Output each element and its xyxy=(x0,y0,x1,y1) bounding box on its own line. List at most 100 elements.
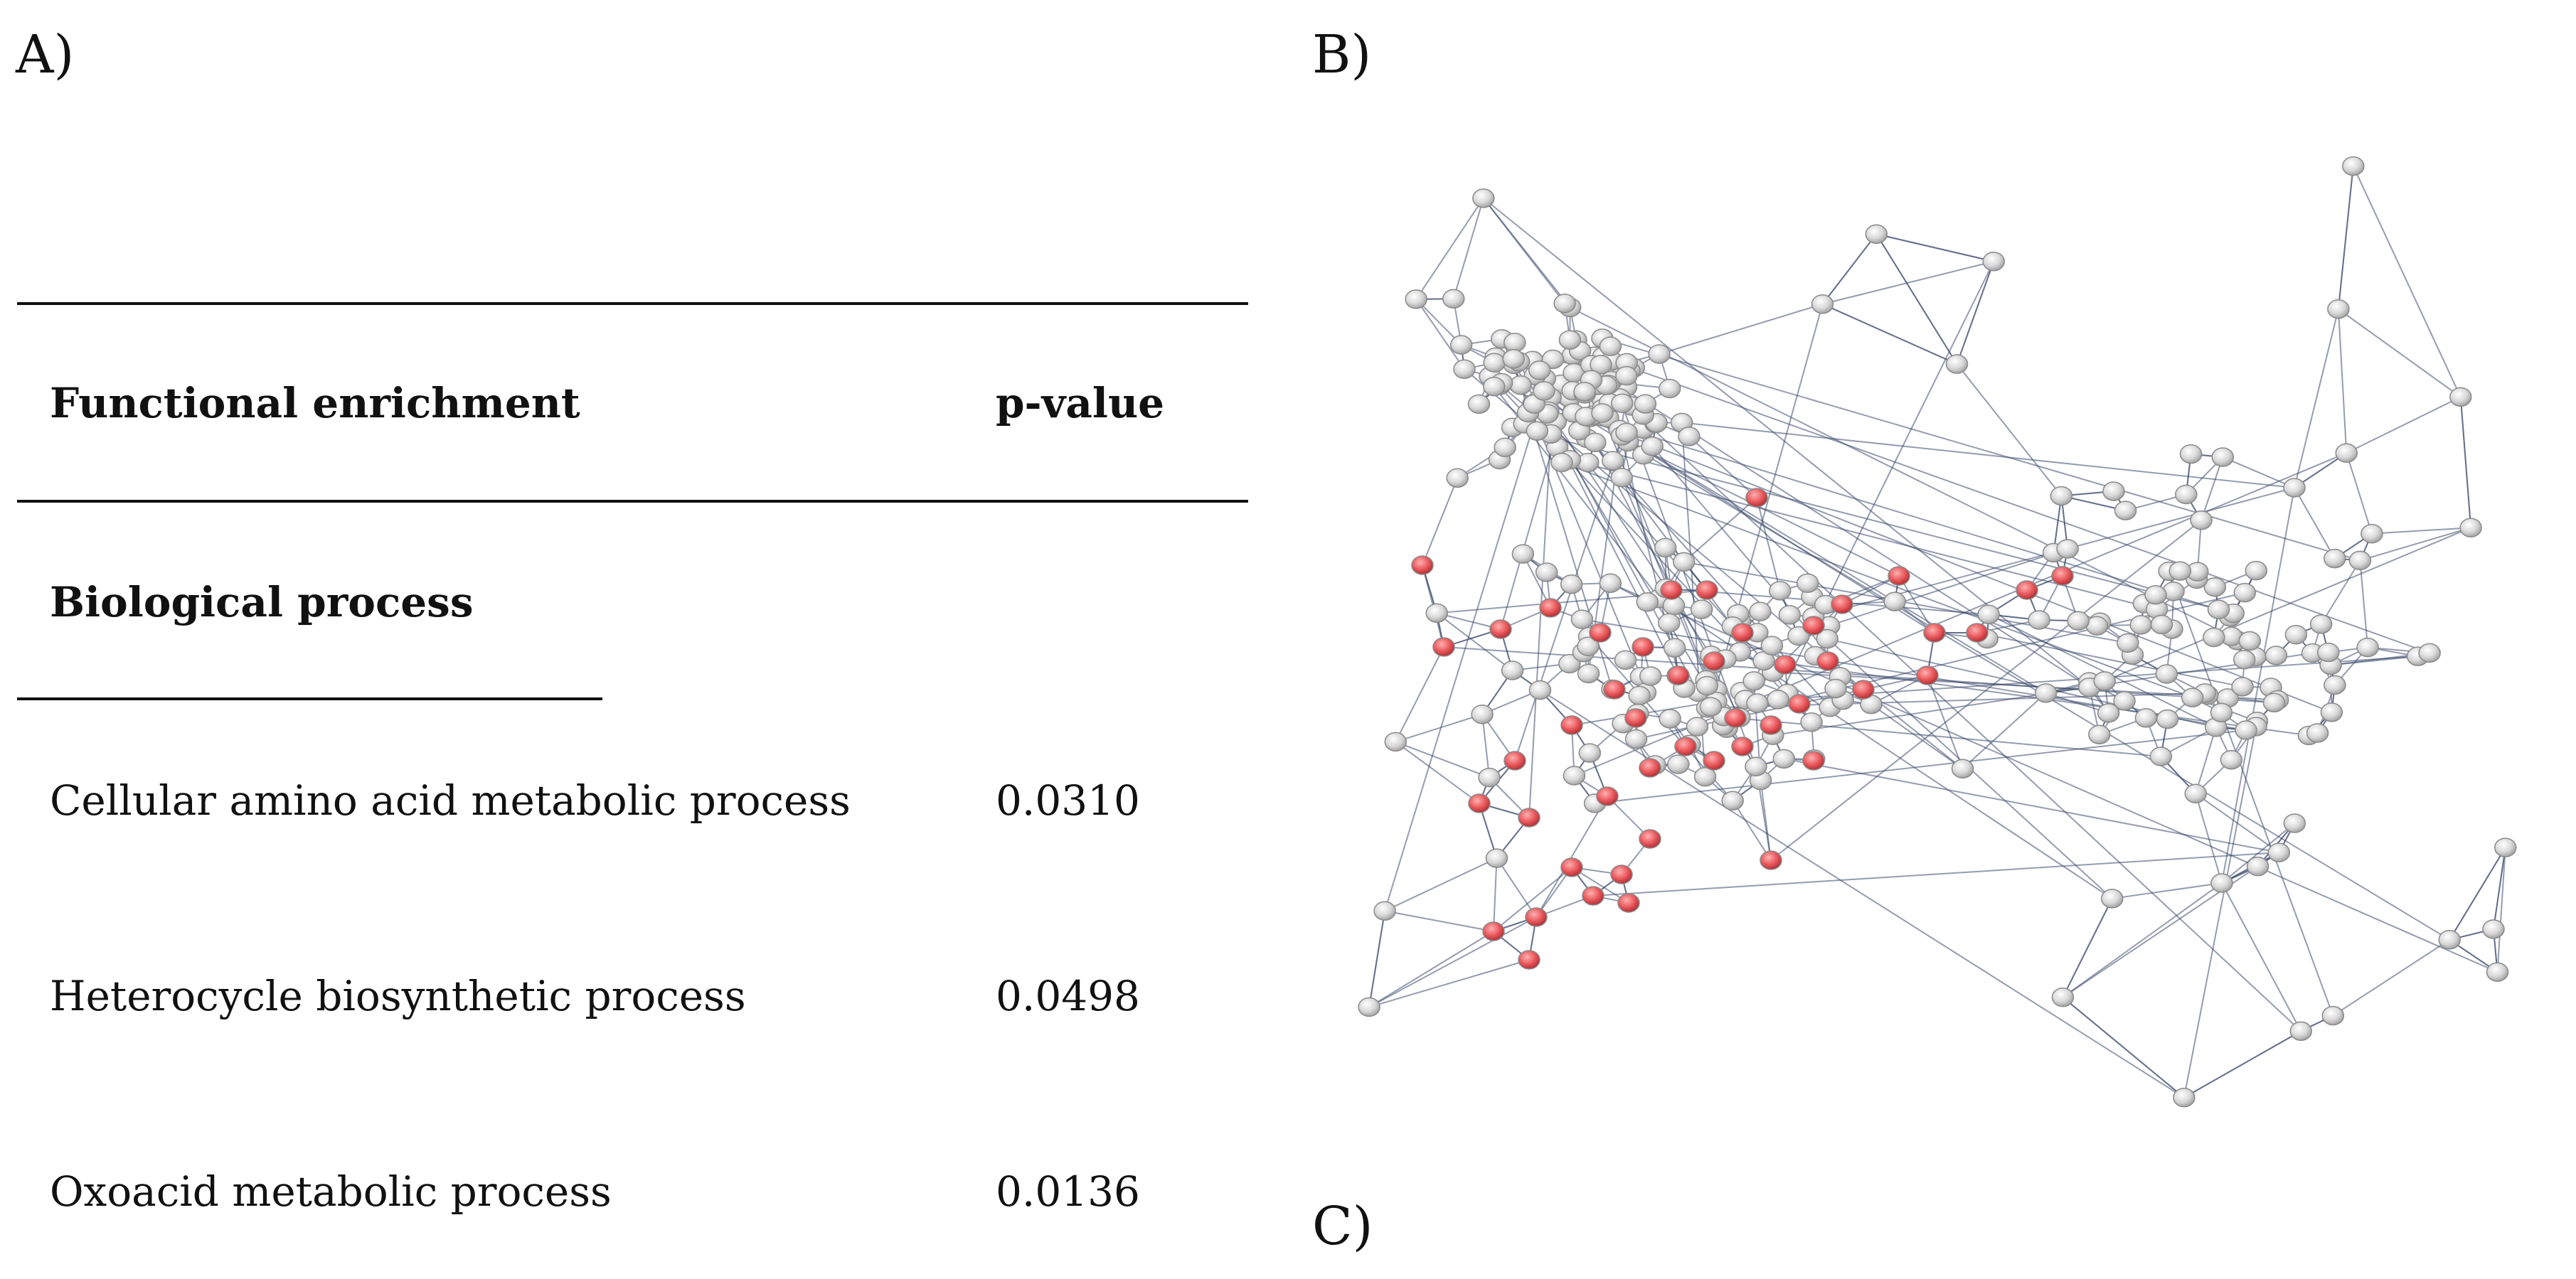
network-edge xyxy=(1611,360,2430,654)
network-node xyxy=(2149,746,2173,766)
network-node-highlighted xyxy=(1966,623,1989,643)
network-node xyxy=(2233,582,2257,603)
network-edge xyxy=(1550,397,2450,941)
network-node xyxy=(2179,444,2203,464)
network-node-highlighted xyxy=(1731,623,1754,643)
network-node xyxy=(1663,638,1686,658)
network-node xyxy=(2210,702,2233,723)
network-node xyxy=(2051,987,2075,1007)
network-node xyxy=(2117,633,2139,653)
network-edge xyxy=(1481,714,1491,778)
network-node xyxy=(2093,671,2117,691)
network-node xyxy=(2088,724,2111,745)
network-node xyxy=(1767,690,1789,710)
network-node xyxy=(2190,510,2213,530)
network-edge xyxy=(1621,435,1935,633)
network-node xyxy=(2175,484,2198,505)
network-node-highlighted xyxy=(1696,580,1718,600)
network-node-highlighted xyxy=(1667,665,1690,685)
network-node xyxy=(1951,759,1974,778)
network-edge xyxy=(1609,582,2498,973)
network-node xyxy=(1577,636,1600,657)
network-node xyxy=(2207,599,2230,620)
network-node xyxy=(2156,709,2179,729)
network-node-highlighted xyxy=(1503,751,1526,771)
network-node-highlighted xyxy=(2016,580,2038,600)
network-edge xyxy=(2112,882,2223,899)
network-node xyxy=(2438,930,2461,950)
network-node xyxy=(1449,335,1473,355)
panel-label-c: C) xyxy=(1312,1196,1373,1257)
network-node xyxy=(1560,574,1583,594)
network-node-highlighted xyxy=(1774,655,1797,675)
network-edge xyxy=(1384,910,1494,932)
network-edge xyxy=(1368,931,1494,1008)
network-edge xyxy=(1822,303,1957,365)
network-edge xyxy=(2346,396,2461,454)
network-node xyxy=(1865,224,1888,244)
network-node xyxy=(1478,767,1501,788)
network-node xyxy=(1654,537,1677,558)
network-node xyxy=(2245,560,2268,581)
network-node xyxy=(1672,552,1696,572)
network-node xyxy=(1760,636,1784,655)
network-node xyxy=(1501,660,1524,680)
network-edge xyxy=(1501,338,1642,678)
network-node xyxy=(2486,962,2509,983)
row-term: Oxoacid metabolic process xyxy=(50,1167,612,1216)
network-node xyxy=(2324,548,2346,569)
network-node xyxy=(1577,663,1600,684)
network-edge xyxy=(2062,996,2185,1098)
network-edge xyxy=(1732,800,1772,861)
network-edge xyxy=(1956,261,1995,365)
network-node-highlighted xyxy=(1923,623,1946,643)
network-node xyxy=(2327,299,2350,319)
network-edge xyxy=(1415,299,1462,346)
network-node xyxy=(1405,289,1427,309)
network-node xyxy=(2050,486,2073,506)
network-node xyxy=(2150,614,2173,635)
row-term: Heterocycle biosynthetic process xyxy=(50,972,746,1020)
network-node xyxy=(2085,616,2109,636)
network-edge xyxy=(1710,304,1824,707)
network-node xyxy=(1502,348,1525,369)
network-node xyxy=(1824,678,1847,699)
network-edge xyxy=(1536,796,1608,918)
network-node xyxy=(1816,628,1839,649)
network-node xyxy=(1624,729,1648,749)
network-node-highlighted xyxy=(1468,793,1491,813)
network-node xyxy=(1699,697,1723,717)
network-edge xyxy=(1592,852,2279,897)
network-node-highlighted xyxy=(1888,566,1910,586)
network-node-highlighted xyxy=(1525,907,1548,927)
network-edge xyxy=(1496,857,1537,918)
network-node xyxy=(2449,387,2472,407)
network-edge xyxy=(1368,911,1386,1007)
row-p-value: 0.0498 xyxy=(996,972,1140,1020)
network-edge xyxy=(1595,729,2247,804)
network-node xyxy=(1373,901,1396,921)
network-edge xyxy=(2183,1030,2301,1098)
network-node xyxy=(2102,481,2125,501)
network-node-highlighted xyxy=(1802,616,1825,636)
network-node-highlighted xyxy=(1589,623,1612,643)
network-edge xyxy=(1512,427,2219,611)
network-edge xyxy=(2332,938,2450,1017)
network-edge xyxy=(1988,614,2217,728)
network-node xyxy=(2356,637,2379,658)
network-node xyxy=(2181,687,2204,707)
network-edge xyxy=(1659,303,1823,355)
network-node-highlighted xyxy=(1916,665,1939,685)
network-node xyxy=(2067,611,2090,631)
network-node xyxy=(1686,717,1709,737)
network-node xyxy=(1425,603,1448,624)
network-node xyxy=(2203,577,2227,597)
network-edge xyxy=(1395,741,1490,778)
network-node xyxy=(1528,360,1551,380)
network-edge xyxy=(1602,337,2361,562)
network-node-highlighted xyxy=(1617,893,1640,913)
network-node xyxy=(1658,378,1681,399)
network-node xyxy=(1696,675,1719,696)
network-edge xyxy=(2104,527,2471,682)
network-edge xyxy=(2168,571,2334,1016)
